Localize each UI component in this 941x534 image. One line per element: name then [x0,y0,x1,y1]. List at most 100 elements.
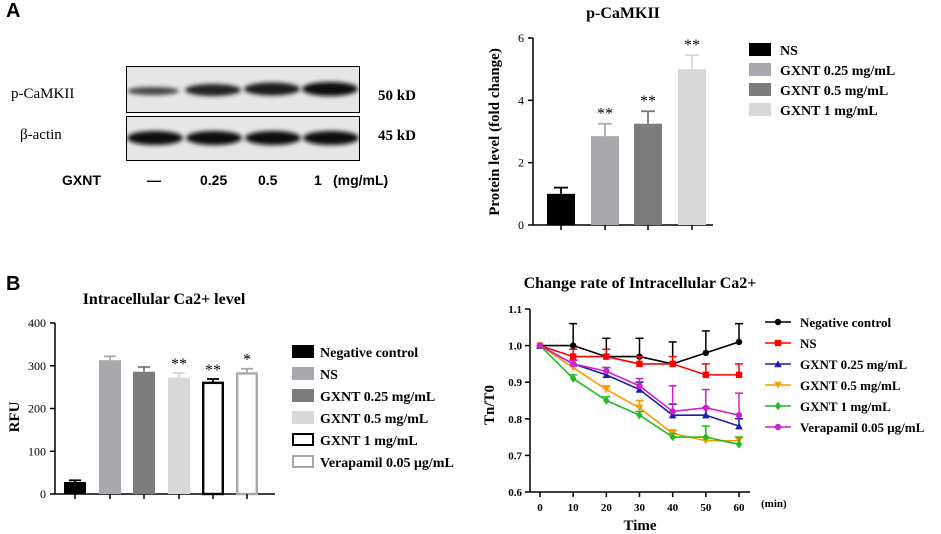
chart2-ytick-label: 300 [28,359,46,373]
chart2-legend-label: Verapamil 0.05 μg/mL [320,456,454,471]
blot-unit: (mg/mL) [333,172,389,188]
chart1-bar [634,123,662,225]
chart3-point [636,382,643,390]
chart3-ytick-label: 0.8 [508,414,522,426]
chart2-ytick-label: 0 [40,487,46,501]
chart3-legend-marker [774,381,782,389]
chart3-title: Change rate of Intracellular Ca2+ [524,275,757,292]
chart1-bar [591,136,619,225]
blot-row2-label: β-actin [20,127,62,143]
chart2-ylabel: RFU [7,401,23,432]
chart3-legend-marker [774,423,782,431]
chart1-ytick-label: 4 [518,93,524,107]
chart2-significance: ** [171,356,187,373]
chart3-point [603,368,610,375]
chart2-ytick-label: 200 [28,402,46,416]
panel-b-letter: B [6,273,21,295]
chart3-point [735,422,743,430]
chart3-ytick-label: 0.7 [508,450,522,462]
chart3-legend-label: GXNT 0.5 mg/mL [800,378,901,393]
chart3-xtick-label: 60 [734,502,746,514]
chart1-significance: ** [640,93,656,110]
western-blot: p-CaMKII β-actin 50 kD 45 kD GXNT — 0.25… [0,0,460,200]
chart3-point [702,349,710,357]
chart2-bar [168,377,190,494]
chart2-legend-label: NS [320,368,338,383]
chart3-xlabel: Time [623,518,656,534]
chart3-point [536,342,544,349]
band-1-2 [185,84,241,96]
blot-dose-2: 0.25 [200,172,228,188]
chart3-xtick-label: 50 [700,502,712,514]
chart3-legend-label: GXNT 0.25 mg/mL [800,357,907,372]
chart3-point [702,404,710,412]
chart3-point [569,353,577,360]
chart3-xtick-label: 20 [601,502,613,514]
pcamkii-bar-chart: p-CaMKII 0 2 4 6 Protein level (fold change) *… [487,5,895,232]
band-2-1 [127,131,183,145]
chart3-xtick-label: 0 [537,502,543,514]
chart3-legend-marker [774,339,782,347]
panel-a-letter: A [6,0,21,22]
chart3-point [602,386,611,394]
blot-row1-label: p-CaMKII [11,86,75,102]
chart3-point [668,411,677,419]
chart2-ytick-label: 100 [28,444,46,458]
blot-row1-bands [127,82,358,96]
chart3-point [735,411,743,419]
chart2-legend-swatch [292,345,314,358]
chart2-significance: * [243,352,251,369]
chart1-title: p-CaMKII [586,5,660,22]
chart3-ytick-label: 0.9 [508,377,522,389]
band-2-2 [186,131,242,145]
band-2-4 [303,131,359,145]
chart3-point [635,404,644,412]
chart3-legend-label: Verapamil 0.05 μg/mL [800,420,925,435]
blot-row1-image [126,66,360,113]
chart3-point [669,360,676,368]
chart1-legend-label: GXNT 1 mg/mL [780,104,878,119]
chart3-point [636,360,643,368]
chart3-point [735,338,743,346]
blot-row2-image [126,116,360,161]
chart3-legend-label: Negative control [800,315,891,330]
chart2-significance: ** [205,362,221,379]
chart3-point [635,385,644,393]
chart3-legend-marker [774,318,782,326]
band-1-1 [127,87,179,95]
chart2-bar [235,372,258,496]
chart1-legend-swatch [749,103,771,116]
chart2-bar [133,371,155,494]
chart3-point [735,440,743,449]
chart3-point [602,371,611,379]
chart1-ytick-label: 0 [518,218,524,232]
chart2-title: Intracellular Ca2+ level [83,291,246,308]
chart1-bar [547,193,575,225]
chart3-ytick-label: 1.1 [508,304,522,316]
chart3-point [669,408,676,415]
chart1-legend-label: NS [780,44,798,59]
chart2-legend-swatch [292,367,314,380]
chart3-legend-marker [774,401,782,411]
chart1-legend-label: GXNT 0.25 mg/mL [780,64,895,79]
band-1-4 [302,82,358,96]
chart1-significance: ** [597,106,613,123]
chart1-legend-label: GXNT 0.5 mg/mL [780,84,888,99]
chart1-legend-swatch [749,83,771,96]
chart3-legend-label: GXNT 1 mg/mL [800,399,891,414]
chart1-significance: ** [684,37,700,54]
band-2-3 [245,131,301,145]
ca-level-bar-chart: Intracellular Ca2+ level 0 100 200 300 400 RFU… [7,291,454,501]
blot-gxnt-label: GXNT [62,172,101,188]
blot-dose-3: 0.5 [258,172,278,188]
chart3-xtick-label: 10 [568,502,580,514]
chart1-ytick-label: 2 [518,156,524,170]
chart2-legend-swatch [292,455,314,468]
chart3-point [603,353,610,360]
chart3-ylabel: Tn/T0 [482,385,498,425]
blot-row2-bands [127,131,359,145]
blot-dose-1: — [147,172,161,188]
chart3-point [569,342,577,349]
chart1-bar [678,69,706,226]
chart3-legend-label: NS [800,336,817,351]
